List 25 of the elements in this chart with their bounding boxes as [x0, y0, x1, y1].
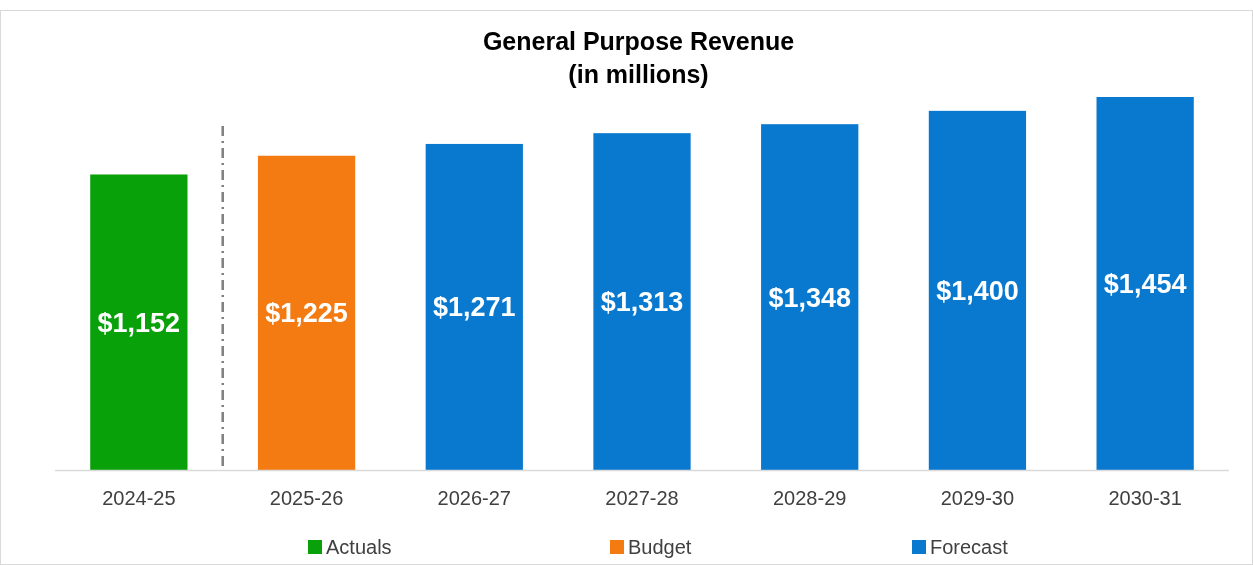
x-tick-label: 2028-29 — [773, 487, 847, 509]
bar — [425, 143, 523, 470]
bar — [761, 124, 859, 470]
bar — [90, 174, 188, 470]
data-label: $1,225 — [265, 298, 348, 329]
x-tick-label: 2024-25 — [102, 487, 176, 509]
legend-label: Actuals — [326, 536, 392, 558]
chart-title: General Purpose Revenue (in millions) — [482, 27, 795, 88]
legend-label: Forecast — [930, 536, 1009, 558]
x-tick-label: 2027-28 — [605, 487, 679, 509]
x-tick-label: 2026-27 — [437, 487, 511, 509]
data-label: $1,454 — [1103, 268, 1187, 299]
data-label: $1,313 — [600, 287, 684, 318]
legend-label: Budget — [628, 536, 692, 558]
data-label: $1,400 — [936, 275, 1019, 306]
data-label: $1,152 — [97, 307, 181, 338]
data-label: $1,271 — [432, 292, 516, 323]
bar — [1096, 97, 1194, 470]
data-label: $1,348 — [768, 282, 852, 313]
x-tick-label: 2025-26 — [269, 487, 344, 509]
bar — [257, 155, 356, 470]
x-tick-label: 2030-31 — [1108, 487, 1182, 509]
bar — [593, 133, 691, 470]
bar — [928, 110, 1027, 470]
x-tick-label: 2029-30 — [940, 487, 1015, 509]
